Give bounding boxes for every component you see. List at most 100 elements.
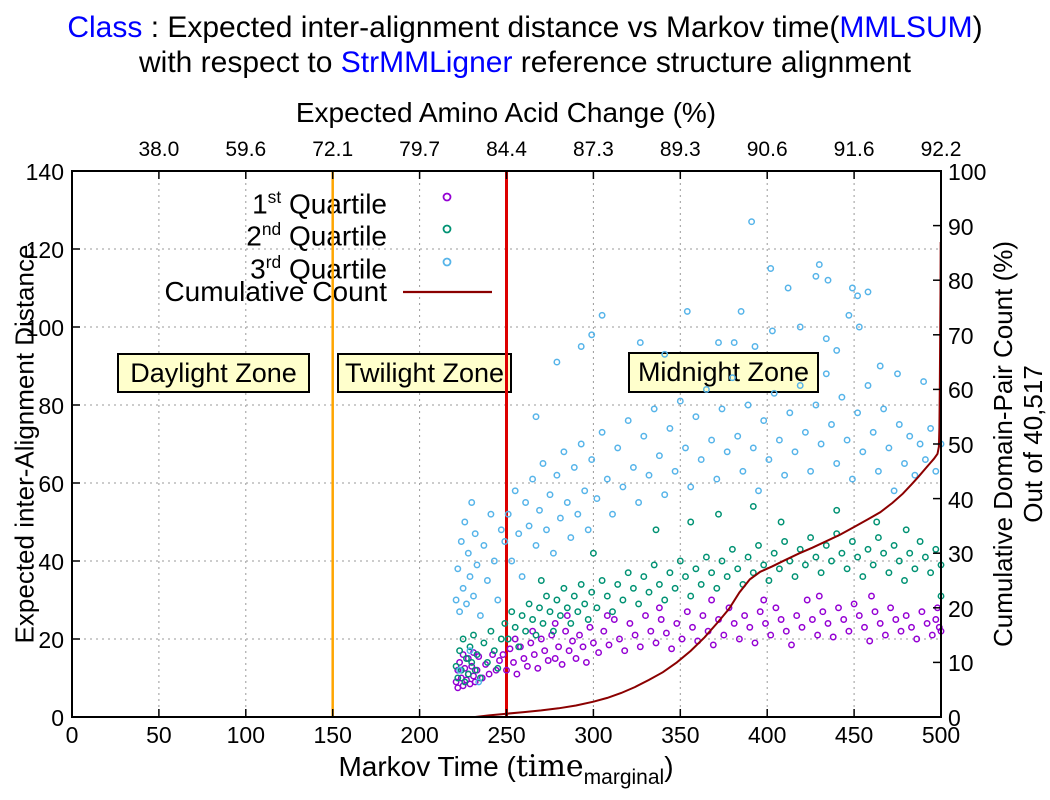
scatter-point-q1: [520, 655, 528, 662]
y2-tick-label: 60: [948, 377, 974, 404]
scatter-point-q3: [833, 460, 841, 467]
scatter-point-q1: [485, 670, 493, 678]
scatter-point-q3: [456, 666, 464, 674]
scatter-point-q1: [756, 608, 764, 616]
scatter-point-q3: [838, 393, 846, 401]
scatter-point-q2: [901, 577, 908, 584]
scatter-point-q1: [760, 596, 768, 604]
scatter-point-q3: [781, 471, 789, 479]
scatter-point-q2: [655, 580, 663, 588]
scatter-point-q3: [692, 413, 700, 421]
scatter-point-q1: [678, 635, 686, 643]
scatter-point-q2: [567, 619, 575, 627]
y-tick-label: 40: [38, 549, 64, 575]
scatter-point-q2: [739, 580, 747, 588]
scatter-point-q3: [713, 475, 721, 483]
x2-tick-label: 84.4: [486, 138, 527, 161]
scatter-point-q3: [619, 483, 627, 491]
scatter-point-q3: [464, 549, 472, 557]
scatter-point-q1: [541, 647, 549, 655]
scatter-point-q1: [908, 623, 915, 631]
scatter-point-q2: [807, 534, 815, 542]
scatter-point-q1: [777, 616, 785, 623]
bottom-axis-title-subscript: marginal: [583, 766, 665, 789]
scatter-point-q1: [496, 657, 503, 664]
scatter-point-q3: [937, 440, 945, 448]
title-segment: ): [972, 11, 983, 44]
scatter-point-q3: [483, 577, 491, 584]
scatter-point-q3: [532, 413, 540, 421]
top-axis-title: Expected Amino Acid Change (%): [295, 97, 717, 128]
scatter-point-q1: [720, 631, 728, 639]
scatter-point-q3: [723, 448, 731, 456]
scatter-point-q2: [770, 549, 778, 557]
scatter-point-q2: [504, 635, 512, 643]
scatter-point-q3: [636, 339, 644, 347]
x2-tick-label: 89.3: [659, 138, 701, 161]
scatter-point-q3: [581, 487, 589, 495]
scatter-point-q3: [635, 499, 643, 506]
scatter-point-q3: [480, 541, 488, 549]
scatter-point-q1: [730, 619, 738, 627]
scatter-point-q1: [523, 662, 531, 670]
scatter-point-q2: [687, 518, 695, 526]
scatter-point-q3: [775, 436, 783, 444]
scatter-point-q1: [610, 616, 618, 623]
scatter-point-q1: [621, 647, 629, 655]
scatter-point-q3: [466, 647, 474, 655]
scatter-point-q3: [529, 475, 537, 483]
legend-ordinal: rd: [265, 252, 282, 272]
scatter-point-q3: [824, 276, 832, 284]
scatter-point-q2: [570, 592, 578, 600]
scatter-point-q3: [598, 311, 606, 319]
scatter-point-q2: [859, 573, 867, 581]
scatter-point-q1: [466, 680, 474, 688]
scatter-point-q2: [501, 619, 509, 627]
scatter-point-q1: [913, 635, 921, 643]
scatter-point-q3: [815, 261, 823, 269]
scatter-point-q3: [457, 538, 465, 545]
scatter-point-q2: [715, 510, 722, 518]
scatter-point-q1: [652, 639, 660, 647]
scatter-point-q2: [833, 530, 841, 538]
scatter-point-q2: [692, 565, 700, 573]
scatter-point-q3: [456, 608, 464, 616]
scatter-point-q3: [574, 510, 582, 518]
scatter-point-q2: [536, 604, 543, 612]
y2-tick-label: 10: [948, 650, 974, 677]
scatter-point-q2: [614, 580, 622, 588]
scatter-point-q3: [796, 323, 804, 331]
y-tick-label: 60: [38, 471, 64, 497]
scatter-point-q2: [676, 557, 684, 565]
scatter-point-q2: [452, 662, 460, 670]
scatter-point-q3: [906, 432, 914, 440]
scatter-point-q3: [553, 358, 561, 366]
right-axis-title-line2: Out of 40,517: [1018, 365, 1048, 523]
scatter-point-q2: [553, 596, 561, 604]
scatter-point-q2: [801, 561, 809, 569]
scatter-point-q2: [817, 569, 825, 577]
scatter-point-q1: [473, 666, 481, 674]
scatter-point-q1: [459, 651, 467, 659]
scatter-point-q1: [793, 612, 801, 620]
scatter-point-q3: [598, 428, 606, 436]
scatter-point-q1: [694, 637, 702, 645]
scatter-point-q2: [470, 631, 477, 639]
scatter-point-q2: [577, 580, 585, 588]
scatter-point-q3: [911, 471, 919, 479]
scatter-point-q1: [510, 658, 517, 666]
scatter-point-q1: [868, 592, 875, 600]
y2-tick-label: 100: [948, 159, 987, 185]
scatter-point-q3: [490, 557, 498, 565]
scatter-point-q1: [871, 608, 879, 616]
scatter-point-q2: [702, 553, 710, 561]
scatter-point-q2: [515, 643, 523, 651]
scatter-point-q2: [927, 569, 935, 577]
y-tick-label: 80: [38, 393, 64, 419]
scatter-point-q3: [546, 491, 554, 499]
x-tick-label: 400: [748, 722, 787, 748]
x-tick-label: 300: [574, 722, 613, 748]
scatter-point-q1: [513, 670, 521, 678]
scatter-point-q3: [876, 362, 884, 370]
scatter-point-q3: [864, 382, 872, 389]
